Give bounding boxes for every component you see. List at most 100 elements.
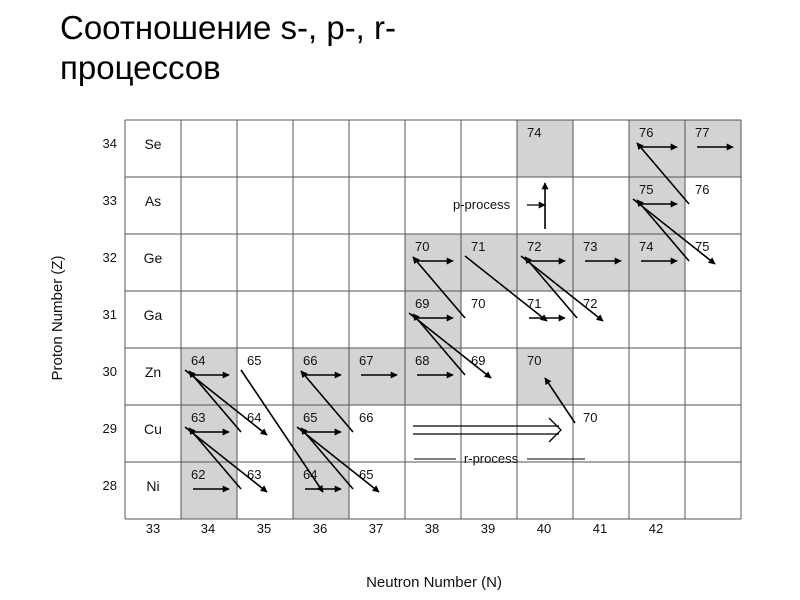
x-tick-37: 37 bbox=[369, 521, 383, 536]
element-as: As bbox=[145, 193, 161, 209]
s-process-arrow-decay bbox=[524, 256, 578, 319]
element-ge: Ge bbox=[144, 250, 163, 266]
shaded-cell-n34-z28 bbox=[181, 462, 237, 519]
y-tick-labels: 34 33 32 31 30 29 28 bbox=[103, 136, 117, 493]
mass-label-66-z29: 66 bbox=[359, 410, 373, 425]
mass-label-69-z31: 69 bbox=[415, 296, 429, 311]
mass-label-64-z30: 64 bbox=[191, 353, 205, 368]
x-tick-34: 34 bbox=[201, 521, 215, 536]
mass-label-65-z30: 65 bbox=[247, 353, 261, 368]
mass-label-69-z30: 69 bbox=[471, 353, 485, 368]
mass-label-75-z32: 75 bbox=[695, 239, 709, 254]
shaded-cell-n37-z30 bbox=[349, 348, 405, 405]
shaded-cell-n36-z29 bbox=[293, 405, 349, 462]
x-tick-38: 38 bbox=[425, 521, 439, 536]
y-tick-30: 30 bbox=[103, 364, 117, 379]
y-tick-33: 33 bbox=[103, 193, 117, 208]
mass-label-68-z30: 68 bbox=[415, 353, 429, 368]
mass-label-71-z31: 71 bbox=[527, 296, 541, 311]
element-se: Se bbox=[144, 136, 161, 152]
x-tick-35: 35 bbox=[257, 521, 271, 536]
mass-label-67-z30: 67 bbox=[359, 353, 373, 368]
shaded-cell-n38-z30 bbox=[405, 348, 461, 405]
page-title-line2: процессов bbox=[60, 49, 221, 86]
mass-label-72-z31: 72 bbox=[583, 296, 597, 311]
shaded-cell-n42-z34 bbox=[629, 120, 685, 177]
s-process-arrow-decay bbox=[408, 312, 492, 379]
y-tick-32: 32 bbox=[103, 250, 117, 265]
mass-label-70-z32: 70 bbox=[415, 239, 429, 254]
shaded-cell-n36-z30 bbox=[293, 348, 349, 405]
r-process-decay-arrow bbox=[544, 377, 576, 424]
shaded-cell-n34-z30 bbox=[181, 348, 237, 405]
x-axis-label: Neutron Number (N) bbox=[366, 574, 502, 591]
x-tick-42: 42 bbox=[649, 521, 663, 536]
s-process-arrow-decay bbox=[636, 142, 690, 205]
mass-label-65-z29: 65 bbox=[303, 410, 317, 425]
page-title-line1: Соотношение s-, p-, r- bbox=[60, 9, 396, 46]
s-process-arrow-decay bbox=[636, 199, 690, 262]
element-ni: Ni bbox=[146, 478, 159, 494]
shaded-cell-n36-z28 bbox=[293, 462, 349, 519]
mass-label-74-z34: 74 bbox=[527, 125, 541, 140]
y-tick-31: 31 bbox=[103, 307, 117, 322]
mass-label-70-z29: 70 bbox=[583, 410, 597, 425]
r-process-label: r-process bbox=[464, 451, 519, 466]
s-process-arrow-decay bbox=[520, 255, 604, 322]
y-axis-label: Proton Number (Z) bbox=[49, 255, 66, 380]
mass-label-71-z32: 71 bbox=[471, 239, 485, 254]
x-tick-33: 33 bbox=[146, 521, 160, 536]
process-arrows bbox=[184, 142, 734, 493]
x-tick-labels: 33 34 35 36 37 38 39 40 41 42 bbox=[146, 521, 663, 536]
shaded-cell-n42-z33 bbox=[629, 177, 685, 234]
x-tick-39: 39 bbox=[481, 521, 495, 536]
mass-label-63-z29: 63 bbox=[191, 410, 205, 425]
s-process-arrow-decay bbox=[412, 313, 466, 376]
mass-label-66-z30: 66 bbox=[303, 353, 317, 368]
shaded-cell-n40-z30 bbox=[517, 348, 573, 405]
mass-label-72-z32: 72 bbox=[527, 239, 541, 254]
s-process-arrow-decay bbox=[412, 256, 466, 319]
s-process-arrow-decay bbox=[184, 369, 268, 436]
shaded-cell-n39-z32 bbox=[461, 234, 517, 291]
p-process-label: p-process bbox=[453, 197, 511, 212]
shaded-cell-n38-z32 bbox=[405, 234, 461, 291]
y-tick-34: 34 bbox=[103, 136, 117, 151]
cell-labels: 74 76 77 75 76 70 71 72 73 74 75 69 70 71 72 64 65 66 67 68… bbox=[191, 125, 709, 482]
mass-label-70-z31: 70 bbox=[471, 296, 485, 311]
mass-label-70-z30: 70 bbox=[527, 353, 541, 368]
shaded-cell-n42-z32 bbox=[629, 234, 685, 291]
mass-label-62-z28: 62 bbox=[191, 467, 205, 482]
s-process-arrow-decay bbox=[188, 427, 242, 490]
element-labels: Se As Ge Ga Zn Cu Ni bbox=[144, 136, 163, 494]
s-process-arrow-decay bbox=[296, 426, 380, 493]
s-process-arrow-decay bbox=[188, 370, 242, 433]
s-process-arrow-decay bbox=[464, 255, 548, 322]
page-title: Соотношение s-, p-, r- процессов bbox=[60, 8, 396, 88]
shaded-cell-n34-z29 bbox=[181, 405, 237, 462]
y-tick-28: 28 bbox=[103, 478, 117, 493]
s-process-arrow-decay bbox=[632, 198, 716, 265]
mass-label-75-z33: 75 bbox=[639, 182, 653, 197]
s-process-arrow-decay bbox=[240, 369, 324, 493]
mass-label-64-z29: 64 bbox=[247, 410, 261, 425]
mass-label-74-z32: 74 bbox=[639, 239, 653, 254]
x-tick-40: 40 bbox=[537, 521, 551, 536]
chart-grid bbox=[124, 119, 742, 520]
mass-label-73-z32: 73 bbox=[583, 239, 597, 254]
shaded-cell-n40-z32 bbox=[517, 234, 573, 291]
element-zn: Zn bbox=[145, 364, 161, 380]
shaded-cell-n38-z31 bbox=[405, 291, 461, 348]
mass-label-76-z33: 76 bbox=[695, 182, 709, 197]
element-cu: Cu bbox=[144, 421, 162, 437]
s-process-arrow-decay bbox=[300, 427, 354, 490]
shaded-cell-n40-z34 bbox=[517, 120, 573, 177]
s-process-arrow-decay bbox=[300, 370, 354, 433]
shaded-cell-n41-z32 bbox=[573, 234, 629, 291]
s-process-arrow-decay bbox=[184, 426, 268, 493]
mass-label-65-z28: 65 bbox=[359, 467, 373, 482]
element-ga: Ga bbox=[144, 307, 163, 323]
mass-label-76-z34: 76 bbox=[639, 125, 653, 140]
x-tick-36: 36 bbox=[313, 521, 327, 536]
x-tick-41: 41 bbox=[593, 521, 607, 536]
